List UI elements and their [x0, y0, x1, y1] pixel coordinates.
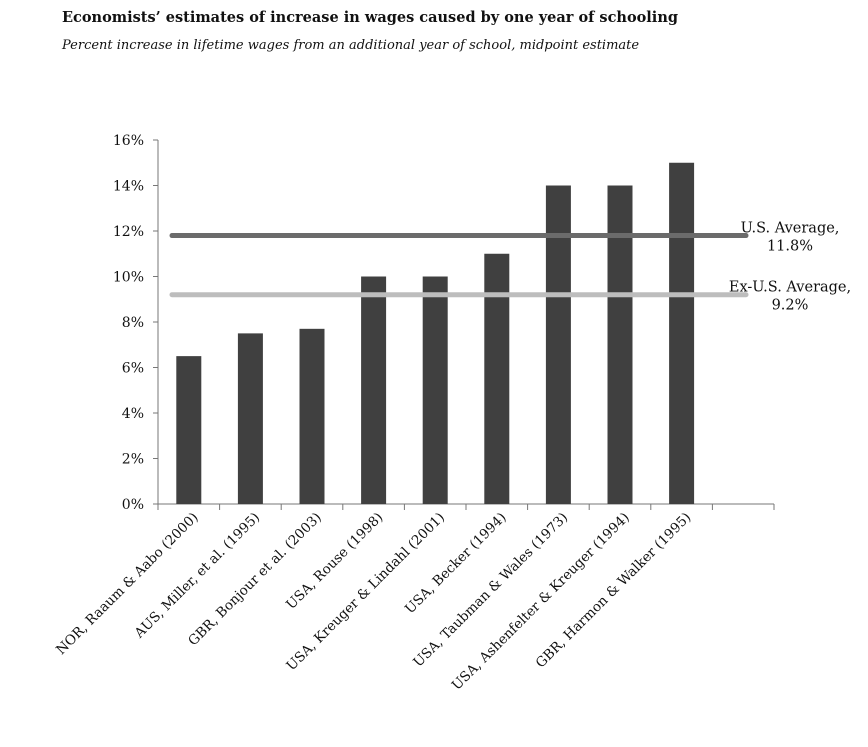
bar	[669, 162, 695, 504]
y-tick-label: 2%	[122, 452, 144, 468]
x-tick-label: AUS, Miller, et al. (1995)	[131, 510, 263, 642]
average-value: 9.2%	[772, 298, 809, 314]
bar	[361, 276, 387, 504]
bar	[484, 253, 510, 504]
y-tick-label: 10%	[113, 270, 144, 286]
bar	[607, 185, 633, 504]
bar	[176, 356, 202, 504]
bar	[237, 333, 263, 504]
average-label: Ex-U.S. Average,	[729, 280, 851, 296]
bar	[545, 185, 571, 504]
chart-title: Economists’ estimates of increase in wag…	[62, 9, 678, 26]
chart-subtitle: Percent increase in lifetime wages from …	[62, 38, 640, 53]
y-tick-label: 12%	[113, 224, 144, 240]
y-tick-label: 14%	[113, 179, 144, 195]
x-tick-label: USA, Becker (1994)	[402, 510, 510, 618]
y-tick-label: 8%	[122, 315, 144, 331]
bar	[299, 328, 325, 504]
y-tick-label: 16%	[113, 133, 144, 149]
average-value: 11.8%	[767, 239, 813, 255]
average-label: U.S. Average,	[741, 221, 840, 237]
bar	[422, 276, 448, 504]
y-tick-label: 0%	[122, 497, 144, 513]
x-tick-label: GBR, Bonjour et al. (2003)	[185, 510, 325, 650]
y-tick-label: 6%	[122, 361, 144, 377]
y-tick-label: 4%	[122, 406, 144, 422]
